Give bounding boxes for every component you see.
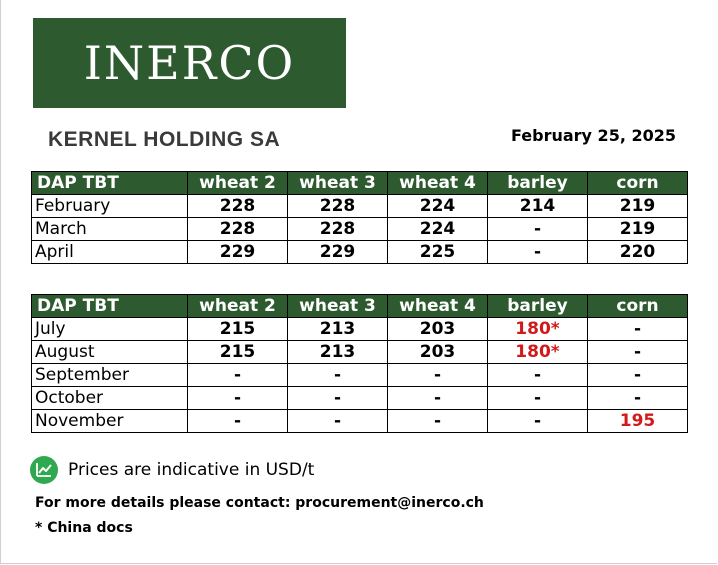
price-cell: - — [587, 317, 688, 341]
month-cell: February — [31, 194, 188, 218]
month-cell: November — [31, 409, 188, 433]
price-cell: 219 — [587, 194, 688, 218]
month-cell: August — [31, 340, 188, 364]
price-cell: - — [387, 409, 488, 433]
indicative-note: Prices are indicative in USD/t — [30, 456, 314, 484]
price-cell: - — [487, 386, 588, 410]
month-cell: October — [31, 386, 188, 410]
table-row: February 228 228 224 214 219 — [31, 194, 688, 218]
price-cell: 229 — [287, 240, 388, 264]
contact-line: For more details please contact: procure… — [35, 495, 484, 511]
price-cell-highlight: 195 — [587, 409, 688, 433]
price-cell: - — [487, 240, 588, 264]
price-cell: 228 — [287, 217, 388, 241]
header-cell: wheat 4 — [387, 171, 488, 195]
table-row: July 215 213 203 180* - — [31, 317, 688, 341]
price-cell: 203 — [387, 317, 488, 341]
price-cell: 219 — [587, 217, 688, 241]
price-cell: - — [187, 386, 288, 410]
inerco-logo: INERCO — [33, 18, 346, 108]
header-cell: wheat 2 — [187, 171, 288, 195]
header-cell: barley — [487, 294, 588, 318]
price-table-2: DAP TBT wheat 2 wheat 3 wheat 4 barley c… — [31, 294, 688, 433]
price-cell: - — [287, 409, 388, 433]
table-header-row: DAP TBT wheat 2 wheat 3 wheat 4 barley c… — [31, 171, 688, 195]
price-cell: 224 — [387, 194, 488, 218]
month-cell: March — [31, 217, 188, 241]
price-cell: 203 — [387, 340, 488, 364]
price-cell: 225 — [387, 240, 488, 264]
table-row: November - - - - 195 — [31, 409, 688, 433]
price-cell: - — [587, 363, 688, 387]
header-cell: DAP TBT — [31, 294, 188, 318]
header-cell: DAP TBT — [31, 171, 188, 195]
price-cell: 213 — [287, 317, 388, 341]
price-cell: - — [187, 409, 288, 433]
price-cell: 224 — [387, 217, 488, 241]
price-cell: 213 — [287, 340, 388, 364]
price-cell: 214 — [487, 194, 588, 218]
header-cell: corn — [587, 171, 688, 195]
header-cell: wheat 4 — [387, 294, 488, 318]
report-date: February 25, 2025 — [511, 126, 676, 145]
logo-text: INERCO — [83, 36, 296, 90]
table-row: October - - - - - — [31, 386, 688, 410]
price-cell: 215 — [187, 317, 288, 341]
month-cell: July — [31, 317, 188, 341]
price-cell: - — [287, 363, 388, 387]
price-cell: - — [387, 363, 488, 387]
price-cell: - — [387, 386, 488, 410]
price-cell: 228 — [187, 194, 288, 218]
chart-line-icon — [30, 456, 58, 484]
footnote: * China docs — [35, 520, 133, 536]
indicative-text: Prices are indicative in USD/t — [68, 460, 315, 480]
price-cell: 228 — [287, 194, 388, 218]
price-cell: - — [287, 386, 388, 410]
company-name: KERNEL HOLDING SA — [48, 128, 281, 151]
price-cell: 229 — [187, 240, 288, 264]
header-cell: wheat 3 — [287, 294, 388, 318]
price-cell: 220 — [587, 240, 688, 264]
month-cell: April — [31, 240, 188, 264]
price-cell: - — [587, 340, 688, 364]
table-row: September - - - - - — [31, 363, 688, 387]
price-cell: - — [487, 409, 588, 433]
price-cell: 215 — [187, 340, 288, 364]
table-header-row: DAP TBT wheat 2 wheat 3 wheat 4 barley c… — [31, 294, 688, 318]
header-cell: barley — [487, 171, 588, 195]
table-row: April 229 229 225 - 220 — [31, 240, 688, 264]
price-cell: - — [487, 363, 588, 387]
price-cell-highlight: 180* — [487, 340, 588, 364]
price-cell-highlight: 180* — [487, 317, 588, 341]
header-cell: wheat 2 — [187, 294, 288, 318]
table-row: August 215 213 203 180* - — [31, 340, 688, 364]
header-cell: wheat 3 — [287, 171, 388, 195]
table-row: March 228 228 224 - 219 — [31, 217, 688, 241]
month-cell: September — [31, 363, 188, 387]
price-cell: 228 — [187, 217, 288, 241]
price-table-1: DAP TBT wheat 2 wheat 3 wheat 4 barley c… — [31, 171, 688, 264]
price-cell: - — [487, 217, 588, 241]
price-cell: - — [187, 363, 288, 387]
header-cell: corn — [587, 294, 688, 318]
price-cell: - — [587, 386, 688, 410]
